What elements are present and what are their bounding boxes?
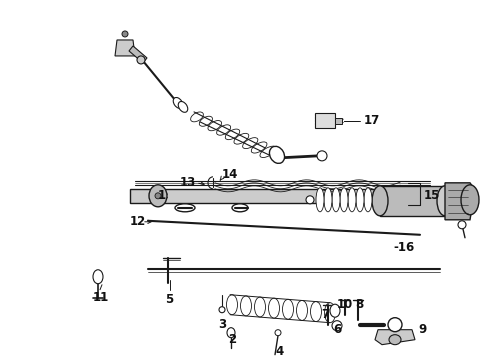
Ellipse shape (173, 98, 183, 108)
Bar (380, 186, 445, 216)
Ellipse shape (93, 270, 103, 284)
Text: 10: 10 (337, 298, 353, 311)
Polygon shape (315, 113, 335, 128)
Ellipse shape (191, 112, 203, 122)
Ellipse shape (149, 185, 167, 207)
Ellipse shape (226, 295, 238, 315)
Text: -16: -16 (393, 241, 414, 254)
Ellipse shape (356, 188, 364, 212)
Text: 14: 14 (222, 168, 238, 181)
Polygon shape (129, 46, 147, 63)
Ellipse shape (260, 146, 276, 158)
Ellipse shape (332, 321, 342, 331)
Ellipse shape (208, 121, 221, 131)
Text: 7: 7 (321, 308, 329, 321)
Ellipse shape (122, 31, 128, 37)
Ellipse shape (317, 151, 327, 161)
Ellipse shape (348, 188, 356, 212)
Ellipse shape (364, 188, 372, 212)
Ellipse shape (388, 318, 402, 332)
Ellipse shape (458, 221, 466, 229)
Ellipse shape (234, 133, 249, 144)
Polygon shape (115, 40, 135, 56)
Ellipse shape (243, 138, 258, 149)
Polygon shape (375, 330, 415, 345)
Text: 5: 5 (165, 293, 173, 306)
Ellipse shape (241, 296, 251, 316)
Ellipse shape (155, 193, 161, 199)
Ellipse shape (175, 204, 195, 212)
Ellipse shape (461, 185, 479, 215)
Text: 9: 9 (418, 323, 426, 336)
Ellipse shape (178, 102, 188, 112)
Ellipse shape (283, 299, 294, 319)
Text: 6: 6 (333, 323, 341, 336)
Ellipse shape (330, 304, 340, 317)
Ellipse shape (275, 330, 281, 336)
Text: 8: 8 (355, 298, 363, 311)
Polygon shape (445, 183, 475, 220)
Bar (130, 189, 420, 203)
Ellipse shape (217, 125, 231, 135)
Ellipse shape (437, 186, 453, 216)
Ellipse shape (316, 188, 324, 212)
Text: 17: 17 (364, 114, 380, 127)
Ellipse shape (254, 297, 266, 317)
Text: 2: 2 (228, 333, 236, 346)
Ellipse shape (324, 188, 332, 212)
Ellipse shape (137, 56, 145, 64)
Ellipse shape (332, 188, 340, 212)
Ellipse shape (219, 307, 225, 313)
Polygon shape (335, 118, 342, 124)
Ellipse shape (227, 328, 235, 338)
Ellipse shape (340, 188, 348, 212)
Text: 11: 11 (93, 291, 109, 304)
Ellipse shape (225, 129, 240, 140)
Ellipse shape (232, 204, 248, 212)
Text: 12: 12 (130, 215, 146, 228)
Ellipse shape (251, 142, 267, 153)
Text: 4: 4 (275, 345, 283, 358)
Ellipse shape (270, 146, 285, 163)
Ellipse shape (306, 196, 314, 204)
Text: 1: 1 (158, 189, 166, 202)
Ellipse shape (389, 335, 401, 345)
Text: 13: 13 (180, 176, 196, 189)
Ellipse shape (311, 302, 321, 321)
Ellipse shape (324, 303, 336, 323)
Ellipse shape (296, 301, 308, 320)
Ellipse shape (199, 116, 213, 126)
Text: 15: 15 (424, 189, 441, 202)
Ellipse shape (372, 186, 388, 216)
Ellipse shape (269, 298, 279, 318)
Text: 3: 3 (218, 318, 226, 331)
